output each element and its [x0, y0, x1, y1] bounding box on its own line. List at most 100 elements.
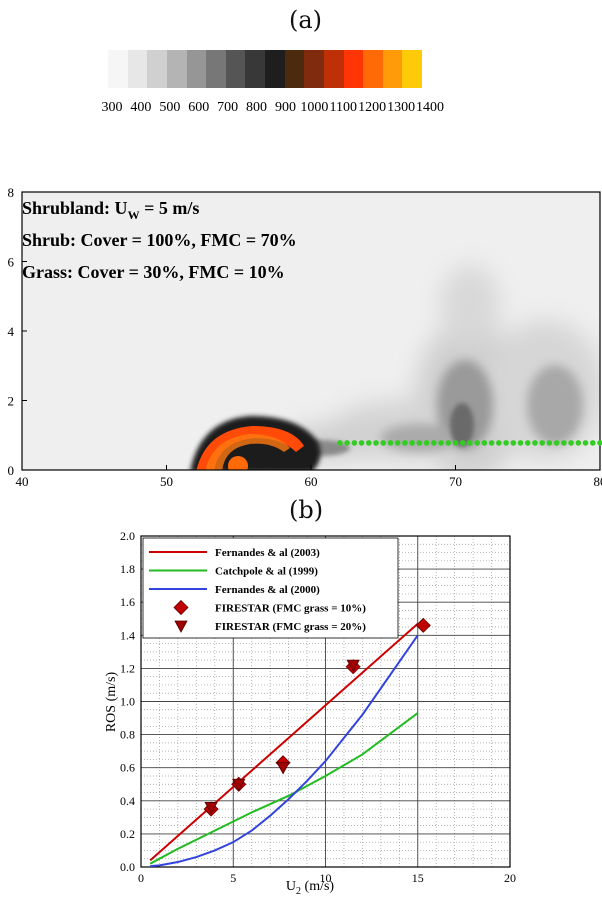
green-marker-dot: [553, 440, 560, 446]
colorbar-tick-label: 600: [188, 100, 210, 115]
line-y-tick-label: 1.2: [120, 661, 135, 675]
colorbar-tick-label: 700: [217, 100, 239, 115]
x-axis-label: U2 (m/s): [286, 879, 335, 897]
green-marker-dot: [524, 440, 531, 446]
green-marker-dot: [409, 440, 415, 446]
green-marker-dot: [351, 440, 358, 446]
heatmap-x-tick-label: 40: [16, 474, 29, 489]
line-y-tick-label: 1.6: [120, 595, 135, 609]
colorbar-swatch: [186, 50, 207, 88]
colorbar-swatch: [225, 50, 246, 88]
legend-label: FIRESTAR (FMC grass = 20%): [215, 621, 366, 633]
legend-marker-triangle: [174, 620, 188, 633]
heatmap-x-tick-label: 60: [305, 474, 318, 489]
line-y-tick-label: 1.8: [120, 562, 135, 576]
line-y-tick-label: 0.4: [120, 794, 135, 808]
heatmap-y-tick-label: 4: [8, 324, 15, 339]
colorbar-ticks: 300 400 500 600 700 800 900 1000 1100 1200 1300 140…: [92, 100, 452, 120]
line-x-ticks: 0 5 10 15 20: [138, 871, 516, 885]
green-marker-dot: [445, 440, 452, 446]
heatmap-y-tick-label: 8: [8, 185, 15, 200]
line-y-tick-label: 2.0: [120, 530, 135, 543]
colorbar-swatch: [304, 50, 324, 88]
green-marker-dot: [561, 440, 567, 446]
line-x-tick-label: 15: [412, 871, 424, 885]
heatmap-x-tick-label: 50: [160, 474, 173, 489]
line-y-tick-label: 0.0: [120, 860, 135, 874]
green-marker-dot: [568, 440, 574, 446]
colorbar-swatch: [402, 50, 422, 88]
colorbar-tick-label: 1100: [329, 100, 358, 115]
green-marker-dot: [474, 440, 480, 446]
colorbar-tick-label: 300: [101, 100, 123, 115]
green-marker-dot: [496, 440, 502, 446]
heatmap-y-tick-label: 2: [8, 394, 15, 409]
green-marker-dot: [582, 440, 589, 446]
legend: Fernandes & al (2003) Catchpole & al (199…: [142, 537, 399, 639]
green-marker-row: [337, 440, 602, 446]
legend-marker-diamond: [173, 599, 189, 616]
firestar-10-marker: [415, 617, 431, 633]
colorbar-tick-label: 1000: [300, 100, 329, 115]
green-marker-dot: [503, 440, 509, 446]
line-y-tick-label: 0.8: [120, 728, 135, 742]
line-plot-frame: [140, 535, 511, 868]
colorbar-tick-label: 400: [130, 100, 152, 115]
heatmap-chart: 40 50 60 70 80 0 2 4 6 8 Shrubland: UW = 5 m/s S…: [8, 185, 602, 489]
colorbar-swatch: [166, 50, 187, 88]
heatmap-y-tick-label: 0: [8, 463, 15, 478]
colorbar: [108, 50, 422, 88]
green-marker-dot: [532, 440, 538, 446]
firestar-20-marker: [346, 659, 360, 672]
line-y-tick-label: 1.4: [120, 628, 135, 642]
colorbar-swatch: [363, 50, 383, 88]
annotation-shrub: Shrub: Cover = 100%, FMC = 70%: [22, 230, 297, 250]
line-y-tick-label: 0.6: [120, 761, 135, 775]
colorbar-tick-label: 1400: [416, 100, 444, 115]
line-x-tick-label: 10: [320, 871, 332, 885]
firestar-20-marker: [276, 762, 290, 775]
green-marker-dot: [373, 440, 379, 446]
colorbar-tick-label: 1200: [358, 100, 387, 115]
colorbar-tick-label: 1300: [387, 100, 416, 115]
green-marker-dot: [452, 440, 459, 446]
colorbar-swatch: [206, 50, 226, 88]
line-y-ticks: 0.0 0.2 0.4 0.6 0.8 1.0 1.2 1.4 1.6 1.8 2.0: [120, 530, 135, 874]
legend-label: Fernandes & al (2003): [215, 547, 320, 559]
colorbar-swatch: [343, 50, 364, 88]
series-line: [149, 622, 419, 862]
colorbar-swatch: [108, 50, 128, 88]
heatmap-x-tick-label: 80: [594, 474, 602, 489]
line-x-tick-label: 20: [504, 871, 516, 885]
green-marker-dot: [387, 440, 394, 446]
green-marker-dot: [575, 440, 582, 446]
series-line: [149, 712, 419, 865]
green-marker-dot: [517, 440, 524, 446]
firestar-20-marker: [204, 802, 218, 815]
heatmap-y-ticks: 0 2 4 6 8: [8, 185, 27, 478]
green-marker-dot: [416, 440, 423, 446]
legend-label: Catchpole & al (1999): [215, 566, 318, 578]
series-markers: [203, 617, 431, 817]
legend-label: Fernandes & al (2000): [215, 584, 320, 596]
colorbar-tick-label: 900: [274, 100, 296, 115]
green-marker-dot: [438, 440, 444, 446]
green-marker-dot: [546, 440, 553, 446]
green-marker-dot: [488, 440, 495, 446]
heatmap-x-ticks: 40 50 60 70 80: [16, 465, 602, 489]
green-marker-dot: [394, 440, 401, 446]
green-marker-dot: [358, 440, 365, 446]
colorbar-swatch: [265, 50, 285, 88]
green-marker-dot: [481, 440, 488, 446]
green-marker-dot: [337, 440, 343, 446]
green-marker-dot: [597, 440, 602, 446]
y-axis-label: ROS (m/s): [104, 672, 119, 733]
green-marker-dot: [344, 440, 350, 446]
panel-a-label: (a): [289, 6, 323, 34]
colorbar-swatch: [284, 50, 305, 88]
heatmap-x-tick-label: 70: [449, 474, 462, 489]
series-line: [150, 634, 419, 868]
colorbar-swatch: [382, 50, 403, 88]
green-marker-dot: [402, 440, 408, 446]
line-x-tick-label: 0: [138, 871, 144, 885]
